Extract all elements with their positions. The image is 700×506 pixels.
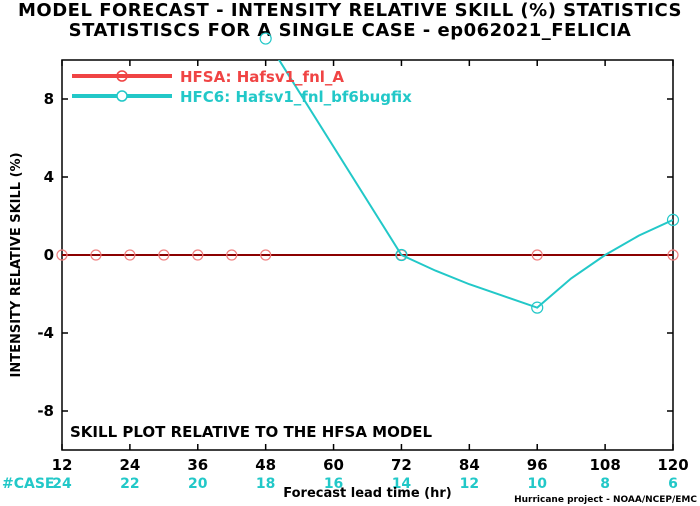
case-count: 22 — [120, 476, 139, 492]
x-tick-label: 24 — [119, 456, 140, 474]
hfc6-point — [531, 301, 544, 314]
y-tick-label: 4 — [44, 168, 54, 186]
x-tick-label: 36 — [187, 456, 208, 474]
hfc6-point — [259, 32, 272, 45]
legend-hfsa-marker — [116, 70, 128, 82]
hfsa-point — [531, 249, 543, 261]
case-count: 20 — [188, 476, 208, 492]
case-count: 10 — [527, 476, 547, 492]
hfc6-series-line — [277, 60, 673, 309]
hfc6-point — [666, 213, 680, 226]
hfsa-point — [667, 249, 679, 261]
case-label: #CASE — [2, 476, 55, 492]
x-tick-label: 108 — [589, 456, 620, 474]
legend-hfsa-label: HFSA: Hafsv1_fnl_A — [180, 68, 344, 86]
hfc6-point — [395, 248, 408, 262]
case-count: 16 — [324, 476, 343, 492]
skill-annotation: SKILL PLOT RELATIVE TO THE HFSA MODEL — [70, 423, 433, 441]
x-tick-label: 84 — [459, 456, 480, 474]
x-tick-label: 60 — [323, 456, 344, 474]
hfsa-point — [192, 249, 204, 261]
case-count: 14 — [392, 476, 412, 492]
chart-title: MODEL FORECAST - INTENSITY RELATIVE SKIL… — [18, 0, 682, 21]
credit-text: Hurricane project - NOAA/NCEP/EMC — [514, 495, 697, 505]
hfsa-point — [56, 249, 68, 261]
x-tick-label: 72 — [391, 456, 412, 474]
hfsa-point — [158, 249, 170, 261]
legend-hfc6-marker — [116, 90, 128, 102]
hfsa-point — [90, 249, 102, 261]
x-axis-label: Forecast lead time (hr) — [283, 486, 451, 501]
hfsa-point — [226, 249, 238, 261]
case-count: 18 — [256, 476, 275, 492]
hfsa-point — [124, 249, 136, 261]
x-tick-label: 96 — [527, 456, 548, 474]
x-tick-label: 120 — [657, 456, 688, 474]
y-tick-label: -4 — [37, 324, 54, 342]
hfsa-point — [260, 249, 272, 261]
case-count: 24 — [52, 476, 72, 492]
y-tick-label: 0 — [44, 246, 54, 264]
y-axis-label: INTENSITY RELATIVE SKILL (%) — [9, 152, 24, 377]
legend-hfc6-label: HFC6: Hafsv1_fnl_bf6bugfix — [180, 88, 412, 106]
y-tick-label: 8 — [44, 90, 54, 108]
x-tick-label: 12 — [52, 456, 73, 474]
case-count: 8 — [600, 476, 610, 492]
x-tick-label: 48 — [255, 456, 276, 474]
case-count: 6 — [668, 476, 678, 492]
y-tick-label: -8 — [37, 402, 54, 420]
case-count: 12 — [460, 476, 479, 492]
chart-subtitle: STATISTISCS FOR A SINGLE CASE - ep062021… — [68, 20, 632, 41]
